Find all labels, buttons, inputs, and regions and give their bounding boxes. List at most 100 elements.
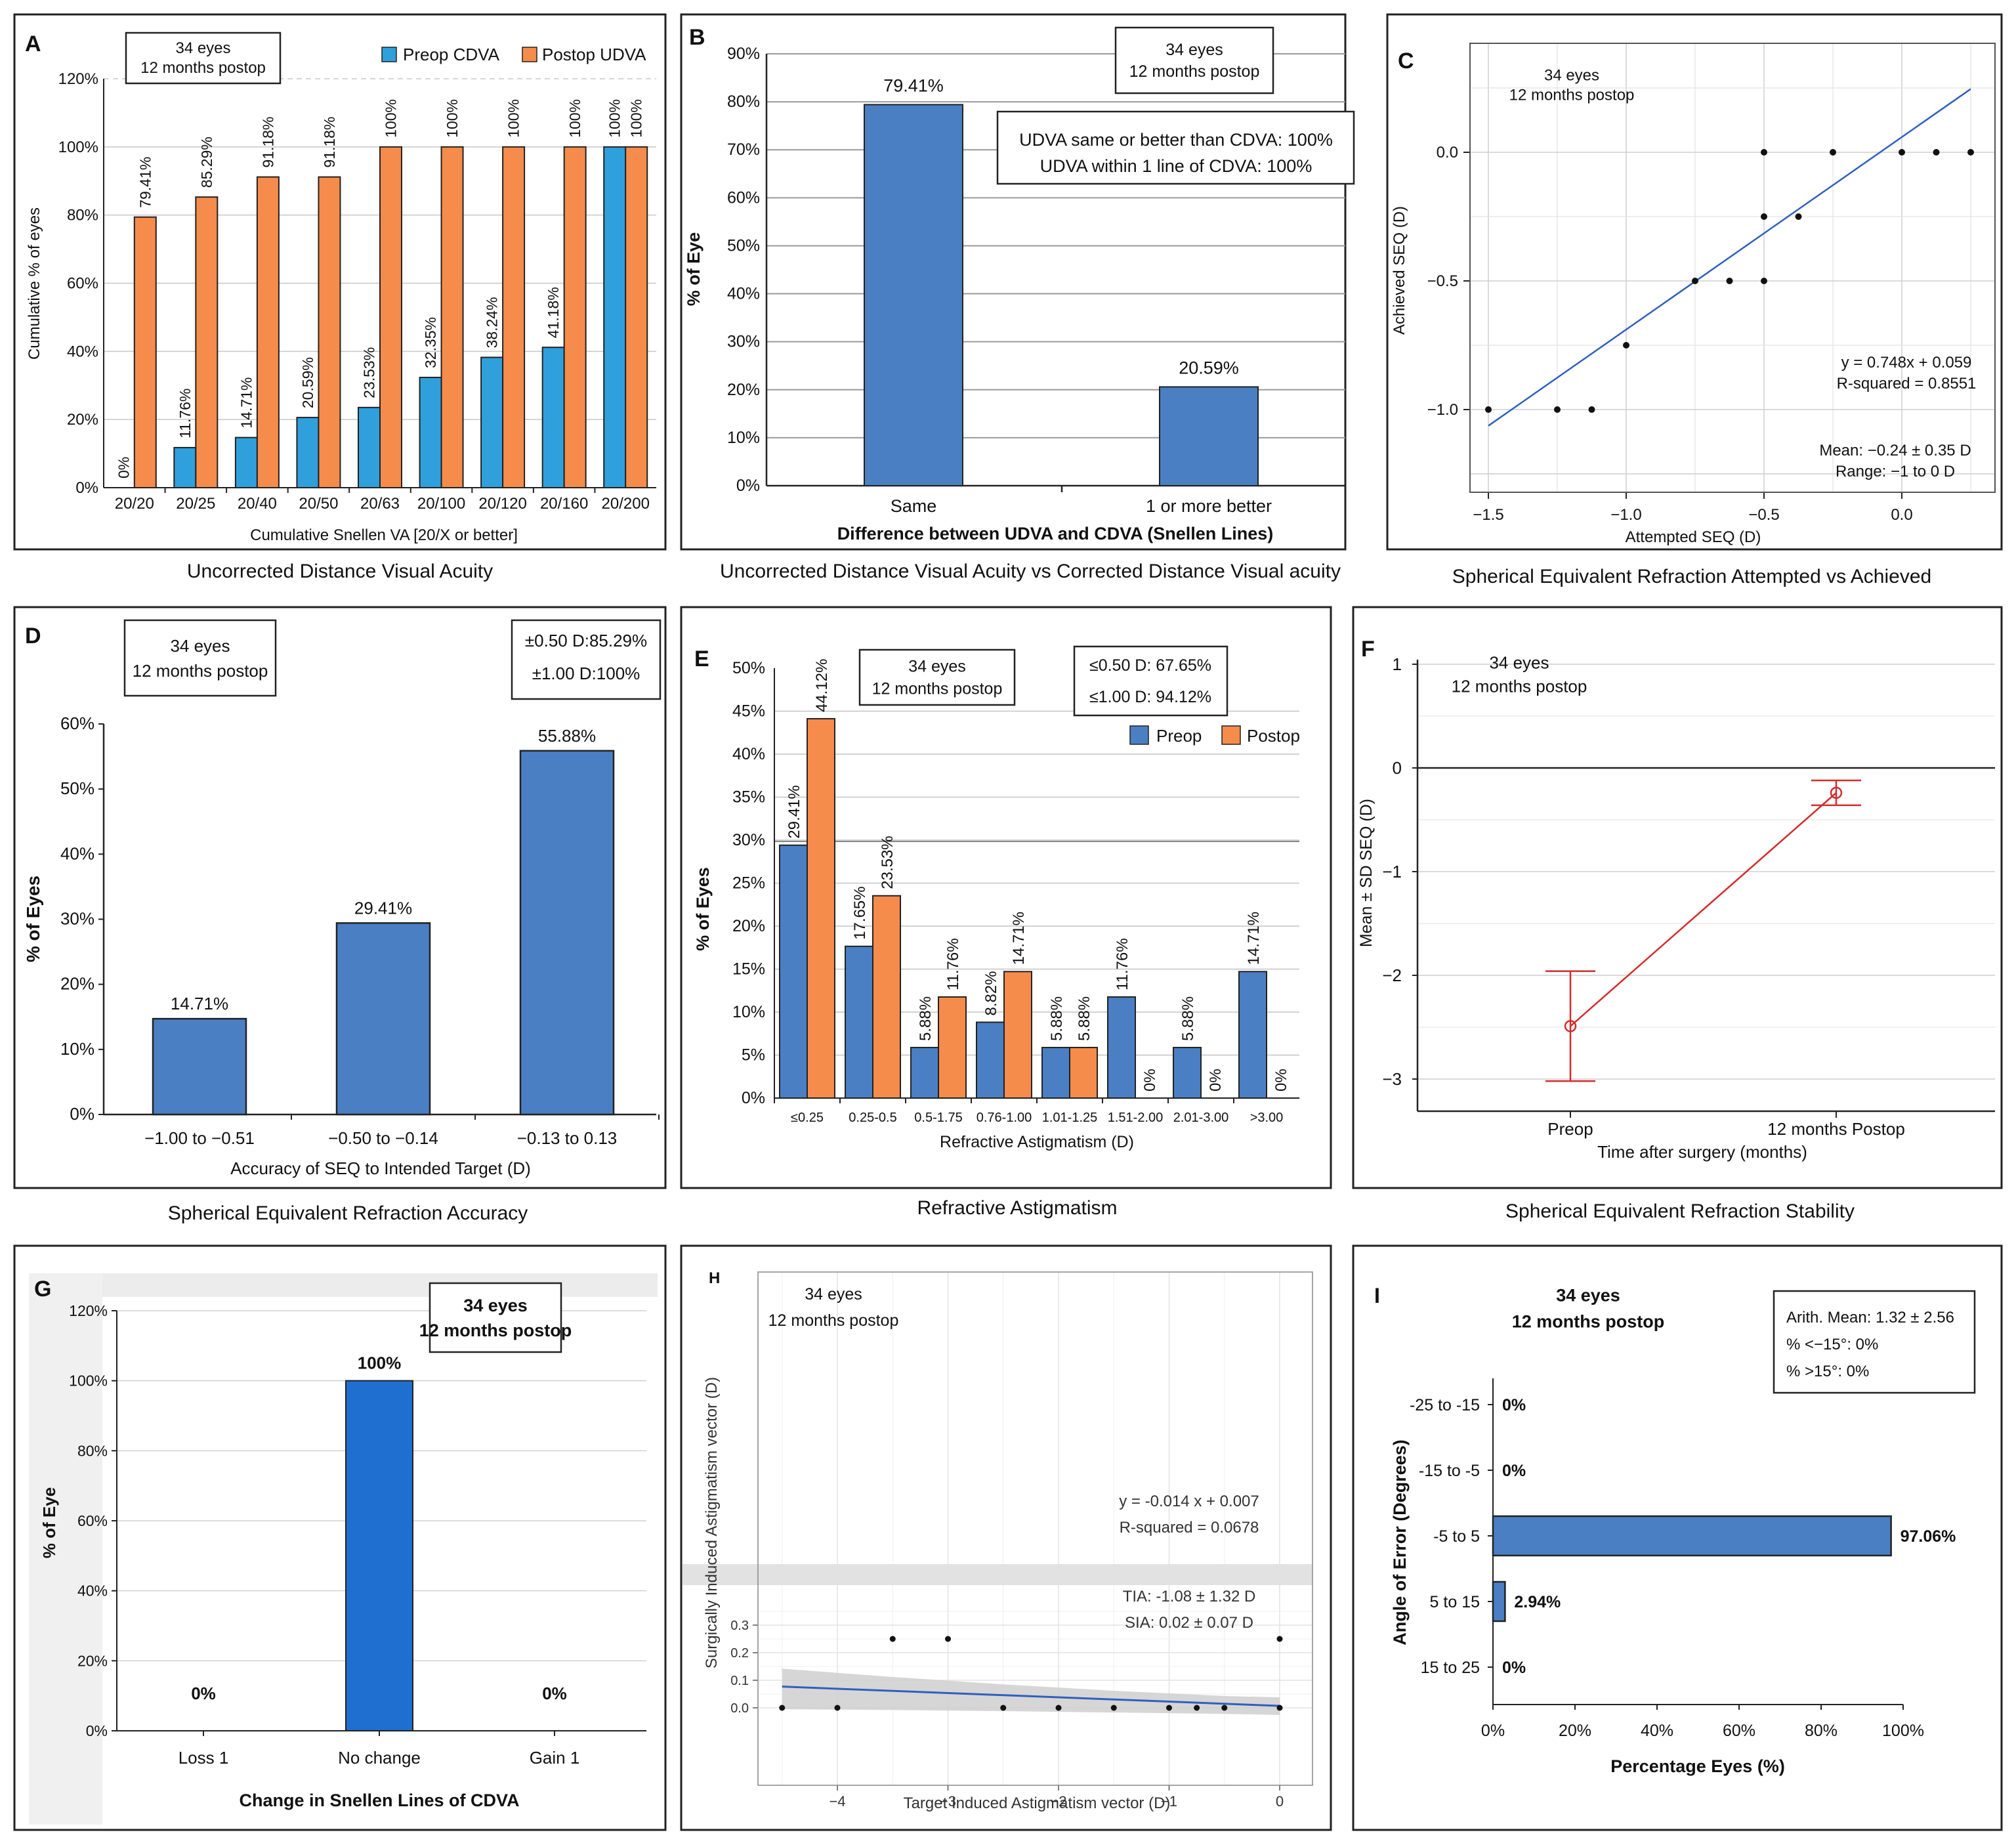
bar-data-label: 20.59%	[1179, 358, 1239, 377]
postop-bar	[807, 718, 835, 1099]
data-point	[1830, 149, 1836, 156]
y-axis-label: Angle of Error (Degrees)	[1390, 1439, 1410, 1645]
bar-data-label: 97.06%	[1900, 1527, 1956, 1546]
x-tick-label: 20/25	[176, 495, 215, 513]
y-tick-label: 80%	[67, 207, 98, 224]
x-tick-label: 20/63	[360, 495, 400, 513]
note-line: UDVA within 1 line of CDVA: 100%	[1040, 156, 1312, 176]
bar-data-label: 100%	[358, 1353, 402, 1373]
x-tick-label: ≤0.25	[791, 1111, 824, 1125]
x-tick-label: −1.00 to −0.51	[144, 1128, 255, 1148]
y-tick-label: 60%	[60, 713, 94, 733]
data-point	[889, 1636, 896, 1642]
bar-data-label: 91.18%	[321, 117, 338, 168]
panel-f-frame	[1352, 606, 2003, 1189]
info-box-line: 34 eyes	[175, 39, 230, 57]
preop-bar	[845, 945, 873, 1099]
y-tick-label: −1	[1382, 862, 1402, 881]
data-point	[1055, 1705, 1062, 1711]
info-box-line: 12 months postop	[872, 680, 1003, 698]
info-box-line: 12 months postop	[419, 1321, 572, 1340]
bar-data-label: 0%	[191, 1684, 216, 1703]
postop-bar	[1003, 971, 1032, 1099]
x-tick-label: −4	[829, 1793, 845, 1810]
x-axis-label: Cumulative Snellen VA [20/X or better]	[250, 526, 518, 544]
bar-data-label: 8.82%	[982, 971, 1000, 1015]
bar-data-label: 0%	[1502, 1659, 1526, 1677]
shaded-margin	[29, 1273, 102, 1825]
x-axis-label: Attempted SEQ (D)	[1626, 528, 1761, 546]
bar-data-label: 0%	[115, 457, 132, 478]
data-point	[1000, 1705, 1007, 1711]
data-point	[1554, 406, 1561, 413]
bar-data-label: 14.71%	[171, 994, 228, 1013]
legend-label: Preop CDVA	[403, 45, 500, 64]
regression-equation: y = -0.014 x + 0.007	[1119, 1493, 1259, 1510]
r-squared: R-squared = 0.8551	[1837, 375, 1977, 392]
y-tick-label: −2	[1382, 965, 1402, 985]
legend-swatch-preop	[1129, 725, 1149, 745]
data-point	[1692, 278, 1698, 284]
note-box	[1773, 1290, 1976, 1394]
bar-data-label: 0%	[1207, 1069, 1225, 1092]
panel-letter: E	[694, 647, 709, 671]
bar-data-label: 17.65%	[851, 886, 869, 939]
x-tick-label: 20%	[1559, 1722, 1591, 1740]
info-box	[1114, 26, 1274, 95]
y-tick-label: 0%	[86, 1722, 108, 1739]
legend-swatch-preop	[381, 47, 397, 62]
bar-data-label: 0%	[542, 1684, 567, 1703]
panel-caption: Refractive Astigmatism	[917, 1197, 1117, 1219]
info-box-line: 34 eyes	[1489, 653, 1549, 673]
x-tick-label: 0.5-1.75	[914, 1111, 962, 1125]
y-tick-label: 0.1	[730, 1674, 749, 1688]
y-tick-label: 30%	[60, 909, 94, 929]
y-tick-label: 120%	[58, 70, 98, 88]
y-tick-label: 5%	[742, 1046, 765, 1065]
legend-swatch-postop	[522, 47, 537, 62]
note-box	[511, 619, 662, 700]
y-tick-label: 20%	[732, 917, 765, 935]
panel-a-frame	[13, 13, 667, 551]
y-tick-label: 10%	[727, 429, 760, 447]
bar-data-label: 38.24%	[484, 297, 501, 348]
y-axis-label: Achieved SEQ (D)	[1391, 206, 1408, 335]
data-point	[1795, 213, 1802, 220]
y-tick-label: 40%	[732, 745, 765, 763]
bar-data-label: 5.88%	[1179, 996, 1197, 1041]
x-tick-label: 1 or more better	[1146, 496, 1272, 516]
y-tick-label: 20%	[727, 381, 760, 399]
regression-equation: y = 0.748x + 0.059	[1841, 354, 1972, 371]
data-point	[945, 1636, 951, 1642]
x-axis-label: Refractive Astigmatism (D)	[940, 1133, 1134, 1151]
bar-data-label: 41.18%	[545, 287, 562, 338]
y-tick-label: 60%	[727, 188, 760, 207]
x-tick-label: 20/40	[238, 495, 277, 513]
data-point	[1276, 1636, 1283, 1642]
y-tick-label: 0.0	[1437, 144, 1458, 161]
bar-data-label: 11.76%	[1114, 938, 1131, 990]
x-tick-label: 0.0	[1891, 506, 1912, 524]
bar-data-label: 29.41%	[786, 785, 803, 838]
note-line: Arith. Mean: 1.32 ± 2.56	[1786, 1309, 1954, 1326]
y-tick-label: 10%	[60, 1039, 94, 1059]
info-box-line: 34 eyes	[463, 1296, 528, 1315]
preop-cdva-bar	[234, 436, 258, 488]
y-axis-label: % of Eyes	[23, 876, 43, 962]
panel-caption: Spherical Equivalent Refraction Attempte…	[1452, 566, 1931, 587]
postop-bar	[1069, 1046, 1098, 1099]
y-tick-label: 100%	[69, 1372, 108, 1389]
panel-caption: Uncorrected Distance Visual Acuity	[187, 561, 493, 582]
x-tick-label: 100%	[1882, 1722, 1924, 1740]
bar	[864, 104, 963, 486]
panel-g-frame	[13, 1244, 667, 1831]
bar-data-label: 11.76%	[944, 938, 962, 990]
bar	[335, 922, 431, 1116]
y-tick-label: 90%	[727, 45, 760, 63]
note-line: % >15°: 0%	[1786, 1363, 1869, 1380]
x-tick-label: Gain 1	[530, 1748, 580, 1768]
info-box-line: 12 months postop	[1129, 62, 1260, 81]
y-tick-label: 100%	[58, 138, 98, 156]
y-tick-label: 50%	[727, 236, 760, 255]
bar-data-label: 23.53%	[879, 836, 896, 889]
